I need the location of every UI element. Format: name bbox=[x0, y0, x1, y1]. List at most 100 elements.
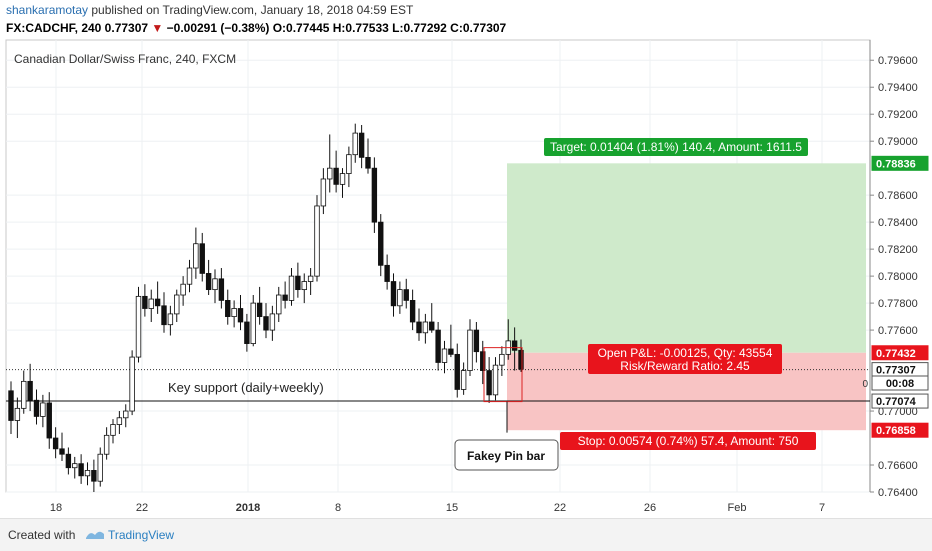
candle-body bbox=[91, 470, 97, 482]
y-tick-label: 0.79200 bbox=[878, 109, 918, 121]
candle-body bbox=[422, 321, 429, 334]
x-tick-label: 18 bbox=[50, 502, 62, 514]
candle-body bbox=[21, 380, 27, 409]
candle-body bbox=[161, 305, 167, 326]
candle-body bbox=[123, 410, 129, 419]
candle-body bbox=[237, 308, 244, 323]
candle-body bbox=[378, 221, 384, 266]
candle-body bbox=[390, 281, 397, 307]
candle-body bbox=[193, 243, 199, 269]
price-marker-label: 0.77074 bbox=[876, 396, 917, 408]
candle-body bbox=[14, 407, 21, 421]
candle-body bbox=[295, 275, 301, 291]
risk-reward-label: Risk/Reward Ratio: 2.45 bbox=[620, 359, 750, 373]
candle-body bbox=[416, 321, 422, 334]
price-marker-box bbox=[871, 393, 929, 409]
candle-body bbox=[365, 156, 371, 169]
support-label: Key support (daily+weekly) bbox=[168, 380, 324, 395]
candle-body bbox=[103, 434, 110, 455]
callout-box bbox=[454, 439, 559, 471]
x-tick-label: 22 bbox=[136, 502, 148, 514]
candle-body bbox=[205, 273, 212, 291]
publish-info: shankaramotay published on TradingView.c… bbox=[6, 3, 413, 17]
candle-body bbox=[473, 329, 480, 353]
candle-body bbox=[429, 321, 435, 331]
candle-body bbox=[454, 353, 460, 390]
pin-bar-highlight bbox=[483, 347, 523, 403]
candle-body bbox=[384, 264, 390, 282]
candle-body bbox=[371, 167, 378, 223]
target-zone bbox=[507, 163, 866, 353]
candle-body bbox=[27, 380, 33, 401]
candle-body bbox=[333, 167, 339, 185]
y-tick-label: 0.78600 bbox=[878, 190, 918, 202]
chart-title: Canadian Dollar/Swiss Franc, 240, FXCM bbox=[14, 52, 236, 66]
candle-body bbox=[403, 289, 409, 301]
x-tick-label: 15 bbox=[446, 502, 458, 514]
candle-body bbox=[409, 300, 416, 323]
candle-body bbox=[59, 448, 65, 455]
y-tick-label: 0.76400 bbox=[878, 487, 918, 499]
candle-body bbox=[467, 329, 473, 371]
candle-body bbox=[84, 470, 91, 477]
candle-body bbox=[518, 349, 524, 370]
open-pnl-label: Open P&L: -0.00125, Qty: 43554 bbox=[598, 346, 773, 360]
tradingview-brand[interactable]: TradingView bbox=[108, 528, 175, 542]
candle-body bbox=[480, 351, 486, 371]
candle-body bbox=[231, 308, 237, 317]
price-marker-label: 0.77307 bbox=[876, 365, 916, 377]
tradingview-logo-icon bbox=[86, 531, 104, 539]
candle-body bbox=[46, 402, 52, 439]
x-tick-label: 8 bbox=[335, 502, 341, 514]
candle-body bbox=[320, 178, 327, 207]
symbol-line: FX:CADCHF, 240 0.77307 ▼ −0.00291 (−0.38… bbox=[6, 21, 506, 35]
candle-body bbox=[441, 348, 448, 363]
ohlc-values: O:0.77445 H:0.77533 L:0.77292 C:0.77307 bbox=[272, 21, 507, 35]
candle-body bbox=[65, 453, 72, 469]
candle-body bbox=[492, 364, 499, 396]
y-tick-label: 0.79000 bbox=[878, 136, 918, 148]
candle-body bbox=[276, 294, 282, 315]
x-tick-label: 26 bbox=[644, 502, 656, 514]
candle-body bbox=[110, 424, 116, 436]
candle-body bbox=[97, 453, 103, 482]
candle-body bbox=[78, 463, 84, 477]
candle-body bbox=[199, 243, 205, 274]
candle-body bbox=[511, 340, 518, 351]
created-with-text: Created with bbox=[8, 528, 76, 542]
symbol-info: FX:CADCHF, 240 0.77307 bbox=[6, 21, 152, 35]
stop-label-box bbox=[560, 432, 816, 450]
x-tick-label: 22 bbox=[554, 502, 566, 514]
candle-body bbox=[301, 281, 307, 291]
countdown-box bbox=[871, 375, 929, 391]
price-marker-label: 0.76858 bbox=[876, 425, 916, 437]
price-marker-box bbox=[871, 155, 929, 171]
x-tick-label: 2018 bbox=[236, 502, 260, 514]
author-link[interactable]: shankaramotay bbox=[6, 3, 89, 17]
candle-body bbox=[116, 417, 123, 425]
candle-body bbox=[269, 313, 276, 331]
candle-body bbox=[327, 167, 333, 180]
candle-body bbox=[346, 154, 352, 174]
target-label: Target: 0.01404 (1.81%) 140.4, Amount: 1… bbox=[550, 140, 802, 154]
callout-label: Fakey Pin bar bbox=[467, 449, 545, 463]
candle-body bbox=[142, 295, 148, 309]
y-tick-label: 0.77600 bbox=[878, 325, 918, 337]
candle-body bbox=[33, 399, 40, 417]
candle-body bbox=[486, 370, 492, 396]
pnl-label-box bbox=[588, 344, 782, 374]
candle-body bbox=[250, 302, 256, 344]
candle-body bbox=[460, 370, 467, 390]
candle-body bbox=[435, 329, 441, 363]
candle-body bbox=[167, 313, 174, 326]
candle-body bbox=[225, 300, 231, 317]
candle-body bbox=[40, 402, 46, 417]
zero-label: 0 bbox=[862, 379, 868, 390]
candle-body bbox=[397, 289, 403, 307]
footer: Created with TradingView bbox=[0, 518, 932, 551]
price-chart[interactable]: 18 22 2018 8 15 22 26 Feb 7 0.79600 0.79400 0.79200… bbox=[0, 0, 932, 518]
candle-body bbox=[148, 298, 154, 309]
y-tick-label: 0.78200 bbox=[878, 244, 918, 256]
candle-body bbox=[352, 132, 358, 156]
candle-body bbox=[52, 437, 59, 450]
